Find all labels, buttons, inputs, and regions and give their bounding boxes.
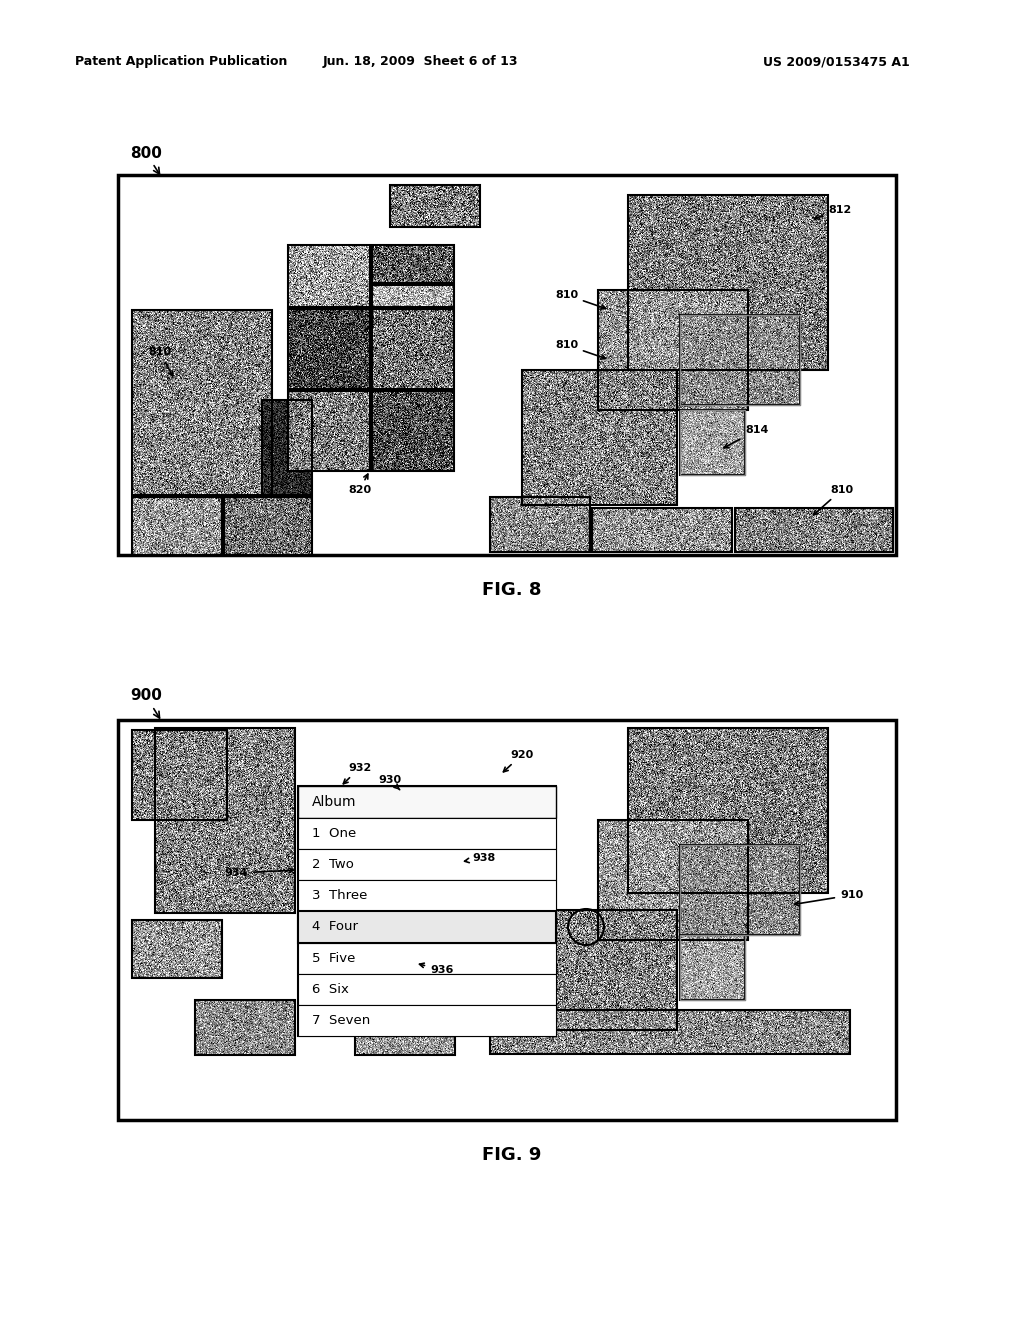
- Text: 6  Six: 6 Six: [312, 983, 349, 995]
- Bar: [224, 498, 312, 554]
- Bar: [372, 309, 454, 389]
- Bar: [288, 391, 370, 471]
- Bar: [298, 1005, 556, 1036]
- Bar: [298, 785, 556, 818]
- Bar: [522, 370, 677, 506]
- Text: 810: 810: [813, 484, 853, 515]
- Text: 820: 820: [348, 474, 371, 495]
- Bar: [132, 498, 222, 554]
- Bar: [592, 508, 732, 552]
- Bar: [680, 845, 800, 935]
- Text: 3  Three: 3 Three: [312, 890, 368, 903]
- Text: 810: 810: [148, 347, 173, 376]
- Bar: [132, 310, 272, 495]
- Bar: [298, 942, 556, 974]
- Bar: [155, 729, 295, 913]
- Bar: [288, 309, 370, 389]
- Text: Patent Application Publication: Patent Application Publication: [75, 55, 288, 69]
- Bar: [490, 1010, 850, 1053]
- Bar: [522, 909, 677, 1030]
- Bar: [735, 508, 893, 552]
- Bar: [288, 246, 370, 308]
- Bar: [372, 246, 454, 282]
- Text: 4  Four: 4 Four: [312, 920, 358, 933]
- Bar: [118, 719, 896, 1119]
- Bar: [298, 880, 556, 911]
- Text: FIG. 8: FIG. 8: [482, 581, 542, 599]
- Text: Album: Album: [312, 795, 356, 809]
- Bar: [680, 411, 745, 475]
- Bar: [680, 315, 800, 405]
- Bar: [132, 730, 227, 820]
- Bar: [262, 400, 312, 495]
- Text: FIG. 9: FIG. 9: [482, 1146, 542, 1164]
- Bar: [298, 911, 556, 942]
- Text: 910: 910: [795, 890, 863, 906]
- Text: 932: 932: [343, 763, 372, 784]
- Bar: [390, 185, 480, 227]
- Text: 7  Seven: 7 Seven: [312, 1014, 371, 1027]
- Text: 810: 810: [555, 290, 605, 309]
- Text: 920: 920: [504, 750, 534, 772]
- Text: 2  Two: 2 Two: [312, 858, 354, 871]
- Text: 936: 936: [420, 964, 454, 975]
- Bar: [490, 498, 590, 552]
- Text: 900: 900: [130, 689, 162, 718]
- Bar: [298, 974, 556, 1005]
- Bar: [372, 285, 454, 308]
- Bar: [298, 818, 556, 849]
- Text: 1  One: 1 One: [312, 828, 356, 840]
- Text: 934: 934: [224, 869, 293, 878]
- Text: 810: 810: [555, 341, 605, 359]
- Bar: [628, 195, 828, 370]
- Bar: [680, 411, 745, 475]
- Bar: [628, 729, 828, 894]
- Bar: [680, 935, 745, 1001]
- Bar: [132, 920, 222, 978]
- Bar: [372, 391, 454, 471]
- Text: 5  Five: 5 Five: [312, 952, 355, 965]
- Text: US 2009/0153475 A1: US 2009/0153475 A1: [763, 55, 910, 69]
- Bar: [598, 820, 748, 940]
- Text: 800: 800: [130, 145, 162, 174]
- Bar: [298, 785, 556, 1036]
- Bar: [118, 176, 896, 554]
- Text: Jun. 18, 2009  Sheet 6 of 13: Jun. 18, 2009 Sheet 6 of 13: [323, 55, 518, 69]
- Bar: [680, 315, 800, 405]
- Text: 812: 812: [814, 205, 851, 219]
- Text: 930: 930: [378, 775, 401, 789]
- Text: 814: 814: [724, 425, 768, 447]
- Text: 938: 938: [465, 853, 496, 863]
- Bar: [680, 935, 745, 1001]
- Bar: [680, 845, 800, 935]
- Bar: [355, 1010, 455, 1055]
- Bar: [298, 849, 556, 880]
- Bar: [195, 1001, 295, 1055]
- Bar: [298, 911, 556, 942]
- Bar: [598, 290, 748, 411]
